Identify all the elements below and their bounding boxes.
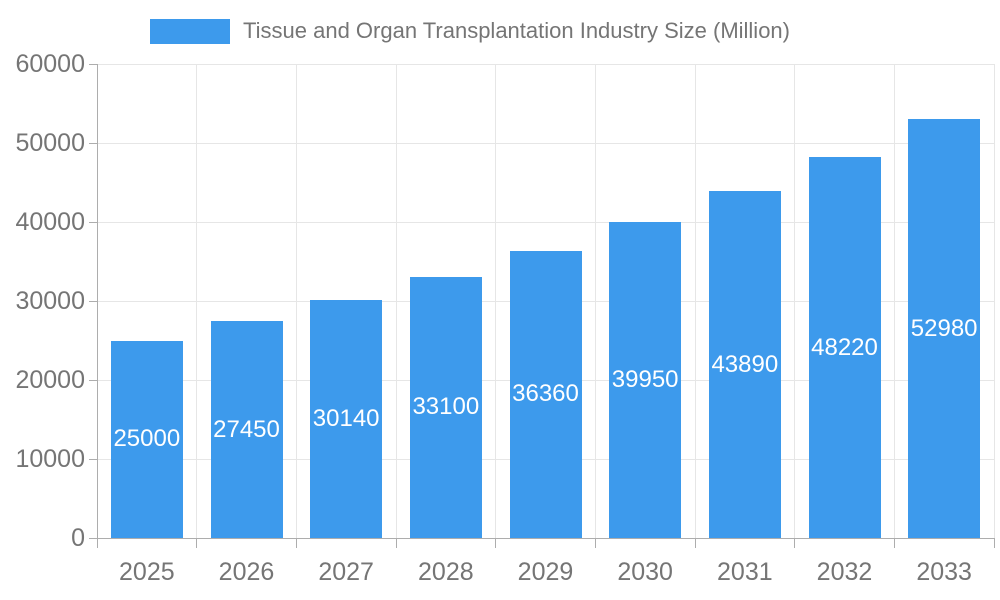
y-axis-tick-label: 0 <box>71 523 85 552</box>
y-axis-tick-label: 60000 <box>15 49 85 78</box>
x-axis-tick <box>594 538 596 548</box>
y-axis-tick <box>89 63 97 65</box>
y-axis-tick <box>89 458 97 460</box>
y-axis-tick-label: 40000 <box>15 207 85 236</box>
y-gridline <box>97 142 994 144</box>
x-axis-tick-label: 2031 <box>717 558 773 586</box>
x-gridline <box>196 64 198 538</box>
x-axis-tick-label: 2030 <box>617 558 673 586</box>
bar-2033[interactable]: 52980 <box>908 119 981 538</box>
bar-value-label: 25000 <box>113 425 181 453</box>
bar-2030[interactable]: 39950 <box>609 222 682 538</box>
x-gridline <box>395 64 397 538</box>
bar-value-label: 52980 <box>910 314 978 342</box>
y-axis-tick-label: 20000 <box>15 365 85 394</box>
legend-label: Tissue and Organ Transplantation Industr… <box>243 18 790 43</box>
x-gridline <box>495 64 497 538</box>
y-axis-tick <box>89 142 97 144</box>
y-axis-tick-label: 50000 <box>15 128 85 157</box>
x-axis-tick-label: 2025 <box>119 558 175 586</box>
x-axis-tick <box>295 538 297 548</box>
x-axis-tick <box>694 538 696 548</box>
bar-2027[interactable]: 30140 <box>310 299 383 538</box>
y-axis-line <box>96 64 98 548</box>
x-axis-tick <box>993 538 995 548</box>
x-gridline <box>694 64 696 538</box>
x-axis-tick <box>893 538 895 548</box>
plot-area: 25000 27450 30140 33100 36360 39950 43890 48220… <box>97 63 995 538</box>
y-axis-tick <box>89 537 97 539</box>
bar-value-label: 33100 <box>412 393 480 421</box>
x-gridline <box>594 64 596 538</box>
x-gridline <box>794 64 796 538</box>
x-axis-tick <box>495 538 497 548</box>
y-axis-tick <box>89 379 97 381</box>
bar-2025[interactable]: 25000 <box>110 340 183 538</box>
x-gridline <box>993 64 995 538</box>
x-axis-tick-label: 2028 <box>418 558 474 586</box>
x-axis-tick <box>395 538 397 548</box>
x-axis-tick-label: 2032 <box>816 558 873 586</box>
y-axis-tick <box>89 221 97 223</box>
bar-value-label: 27450 <box>213 415 280 443</box>
bar-2028[interactable]: 33100 <box>409 276 482 538</box>
legend-swatch <box>150 18 230 44</box>
y-gridline <box>97 221 994 223</box>
bar-value-label: 30140 <box>312 404 380 432</box>
x-axis-tick <box>794 538 796 548</box>
bar-value-label: 43890 <box>711 350 779 378</box>
x-gridline <box>295 64 297 538</box>
bar-2026[interactable]: 27450 <box>210 321 283 538</box>
x-gridline <box>893 64 895 538</box>
x-axis-tick-label: 2026 <box>218 558 275 586</box>
x-axis-line <box>97 537 994 539</box>
y-axis-tick-label: 10000 <box>15 444 85 473</box>
bar-2029[interactable]: 36360 <box>509 250 582 538</box>
x-axis-tick <box>196 538 198 548</box>
x-axis-tick-label: 2033 <box>916 558 972 586</box>
bar-2032[interactable]: 48220 <box>808 157 881 538</box>
bar-value-label: 48220 <box>811 333 878 361</box>
x-axis-tick-label: 2027 <box>318 558 374 586</box>
y-axis-tick <box>89 300 97 302</box>
bar-value-label: 36360 <box>512 380 579 408</box>
bar-2031[interactable]: 43890 <box>708 191 781 538</box>
y-axis-tick-label: 30000 <box>15 286 85 315</box>
y-gridline <box>97 63 994 65</box>
chart-legend[interactable]: Tissue and Organ Transplantation Industr… <box>150 18 790 44</box>
bar-value-label: 39950 <box>611 366 679 394</box>
x-axis-tick-label: 2029 <box>517 558 574 586</box>
